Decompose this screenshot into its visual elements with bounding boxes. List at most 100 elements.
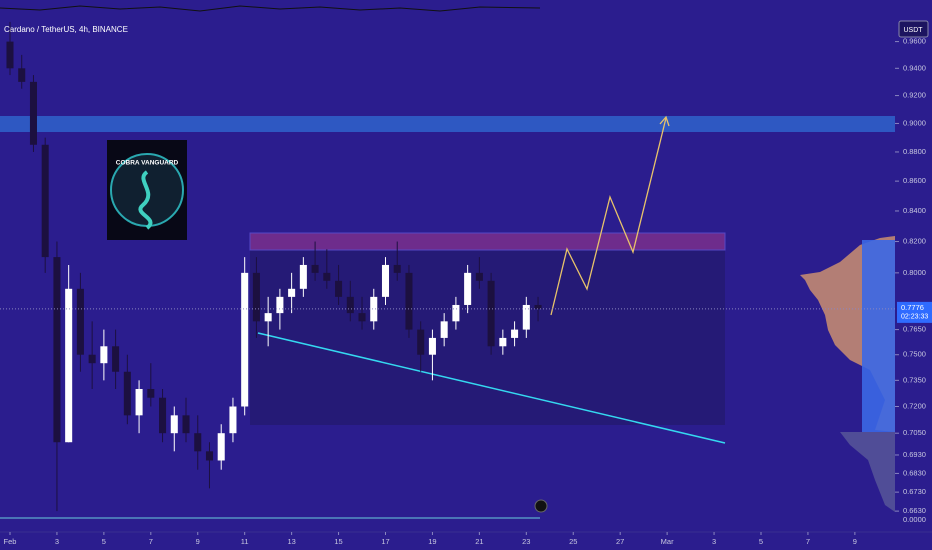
x-tick-label: 3 [55,537,59,546]
candle-body [417,329,425,355]
candle-body [147,388,155,398]
y-tick-label: 0.7350 [903,375,926,384]
candle-body [205,451,214,461]
y-tick-label: 0.9000 [903,118,926,127]
candle-body [511,329,519,338]
candle-body [311,264,319,273]
projection-path [550,117,667,316]
y-tick-label: 0.7050 [903,428,926,437]
candle-body [335,280,343,297]
y-tick-label: 0.6830 [903,468,926,477]
candle-body [405,272,413,330]
candle-body [18,68,26,82]
y-tick-label: 0.7500 [903,350,926,359]
x-tick-label: Feb [4,537,17,546]
candle-body [112,346,120,372]
y-tick-label: 0.9600 [903,37,926,46]
value-area [862,240,895,432]
y-tick-label: 0.9200 [903,91,926,100]
x-tick-label: 7 [806,537,810,546]
x-tick-label: 9 [196,537,200,546]
y-tick-label: 0.9400 [903,63,926,72]
candle-body [41,144,49,258]
candle-body [76,288,84,355]
x-tick-label: 11 [241,537,249,546]
candle-body [346,296,354,314]
x-tick-label: 27 [616,537,624,546]
candle-body [194,433,202,452]
currency-label: USDT [903,27,923,34]
y-tick-label: 0.8200 [903,237,926,246]
x-tick-label: 23 [522,537,530,546]
last-price-box [897,301,932,323]
candle-body [358,313,366,322]
candle-body [6,41,14,69]
candle-body [299,264,307,289]
y-tick-label: 0.7200 [903,401,926,410]
range-box [250,250,725,425]
candle-body [440,321,448,338]
candle-body [241,272,249,407]
y-tick-label: 0.8000 [903,268,926,277]
candle-body [487,280,495,347]
y-tick-label: 0.8600 [903,176,926,185]
x-tick-label: 21 [475,537,483,546]
logo-cobra [138,170,153,230]
supply-zone [249,232,726,251]
x-tick-label: Mar [661,537,674,546]
candle-body [370,296,378,322]
candle-body [499,337,507,347]
candle-body [381,264,390,297]
logo-text: COBRA VANGUARD [116,160,179,167]
x-tick-label: 17 [381,537,389,546]
last-price-label: 0.7776 [901,303,924,312]
candle-body [522,304,530,330]
y-tick-label: 0.6730 [903,487,926,496]
y-tick-label: 0.6930 [903,450,926,459]
candle-body [170,415,178,434]
candle-body [88,354,96,364]
x-tick-label: 5 [759,537,763,546]
symbol-title: Cardano / TetherUS, 4h, BINANCE [4,25,128,34]
candle-body [534,304,542,309]
candle-body [53,257,61,443]
candle-body [159,397,167,434]
mini-indicator [0,5,541,12]
trend-line [257,332,726,444]
x-tick-label: 5 [102,537,106,546]
candle-body [100,346,108,364]
x-tick-label: 25 [569,537,577,546]
x-tick-label: 7 [149,537,153,546]
candle-body [29,81,37,145]
candle-body [393,264,401,273]
y-tick-label: 0.8800 [903,147,926,156]
x-tick-label: 9 [853,537,857,546]
event-icon[interactable] [534,499,548,513]
candle-body [252,272,260,322]
logo: COBRA VANGUARD [107,140,187,240]
candle-body [323,272,331,281]
candle-body [288,288,296,297]
y-tick-label: 0.6630 [903,506,926,515]
candle-body [229,406,237,434]
candle-body [475,272,483,281]
x-tick-label: 19 [428,537,436,546]
candle-body [135,388,143,416]
projection-arrow [659,115,670,127]
x-tick-label: 3 [712,537,716,546]
candle-body [123,371,131,416]
candle-body [217,433,225,461]
currency-box [898,20,929,38]
candle-body [276,296,284,314]
candle-body [65,288,73,443]
candle-body [428,337,436,355]
candle-body [464,272,472,305]
candle-body [452,304,460,322]
x-tick-label: 13 [287,537,295,546]
candle-body [264,313,272,322]
volume-axis-label: 0.0000 [903,515,926,524]
resistance-band [0,116,895,132]
volume-profile-low [840,432,895,512]
